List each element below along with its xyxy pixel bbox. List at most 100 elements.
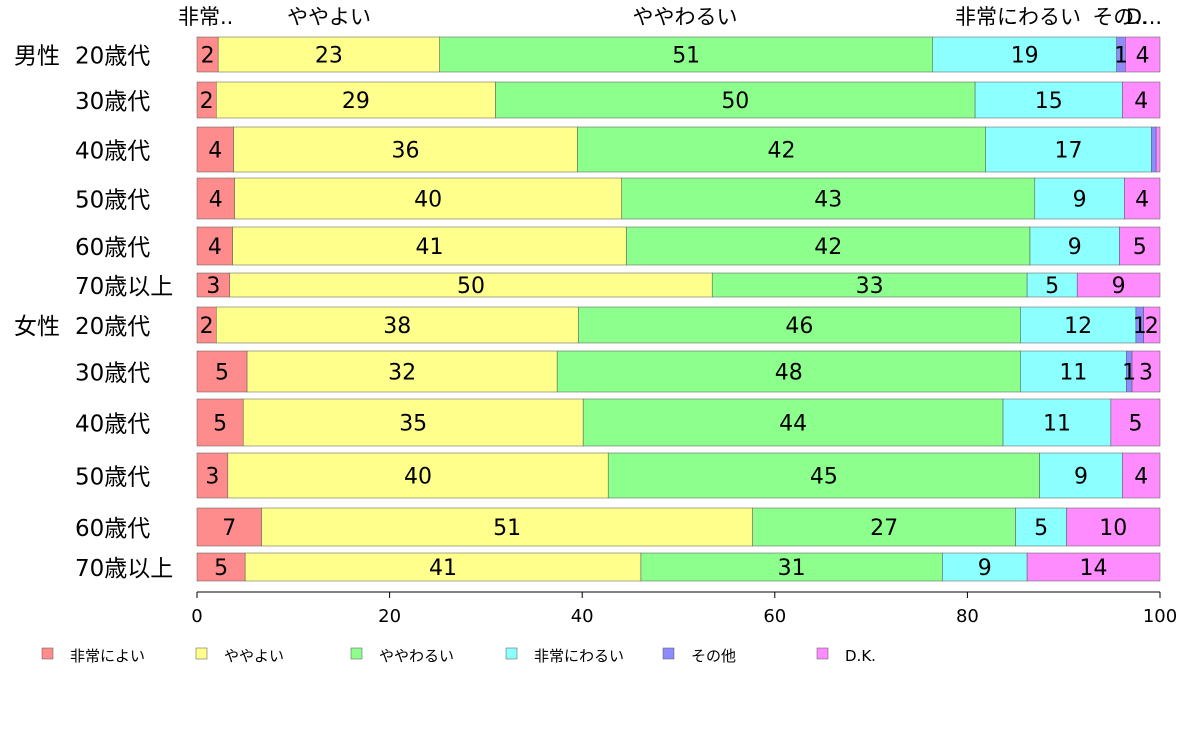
column-header: ややわるい	[633, 5, 738, 29]
x-tick-label: 0	[191, 606, 202, 627]
value-label: 1	[1114, 44, 1128, 69]
value-label: 33	[856, 274, 884, 299]
legend: 非常によい ややよい ややわるい 非常にわるい その他 D.K.	[41, 647, 876, 665]
value-label: 4	[1136, 44, 1150, 69]
value-label: 32	[388, 361, 416, 386]
bar-segment	[1155, 126, 1161, 173]
value-label: 5	[1045, 274, 1059, 299]
bar-segment	[1076, 272, 1161, 298]
value-label: 41	[416, 235, 444, 260]
x-axis: 0 20 40 60 80 100	[191, 591, 1177, 627]
value-label: 27	[870, 516, 898, 541]
row-label: 50歳代	[75, 188, 150, 214]
bar-segment	[577, 126, 986, 173]
value-label: 44	[779, 412, 807, 437]
bar-segment	[196, 177, 235, 220]
x-tick-label: 60	[763, 606, 786, 627]
column-header: その..	[1092, 5, 1147, 29]
bar-segment	[229, 272, 713, 298]
legend-swatch	[350, 647, 363, 660]
value-label: 42	[814, 235, 842, 260]
column-header: D...	[1126, 5, 1162, 29]
value-label: 31	[778, 556, 806, 581]
bar-segment	[1039, 452, 1123, 499]
value-label: 36	[391, 139, 419, 164]
value-label: 4	[208, 139, 222, 164]
bar-segment	[216, 306, 579, 344]
value-label: 43	[814, 188, 842, 213]
legend-swatch	[41, 647, 54, 660]
value-label: 4	[1134, 89, 1148, 114]
bar-segment	[607, 452, 1040, 499]
bar-segment	[1122, 81, 1161, 119]
row-label: 20歳代	[75, 314, 150, 340]
bar-segment	[495, 81, 976, 119]
value-label: 11	[1059, 361, 1087, 386]
bar-segment	[932, 36, 1117, 73]
legend-label: その他	[691, 647, 736, 665]
bar-segment	[582, 398, 1004, 447]
bar-segment	[556, 350, 1021, 393]
value-label: 1	[1122, 361, 1136, 386]
value-label: 2	[1145, 314, 1159, 339]
bar-segment	[217, 36, 440, 73]
value-label: 19	[1011, 44, 1039, 69]
value-label: 50	[457, 274, 485, 299]
value-label: 2	[200, 314, 214, 339]
row-label: 20歳代	[75, 44, 150, 70]
bar-segment	[196, 398, 244, 447]
value-label: 51	[672, 44, 700, 69]
bar-segment	[942, 552, 1028, 582]
bar-segment	[1020, 306, 1137, 344]
bar-segment	[242, 398, 584, 447]
value-label: 35	[399, 412, 427, 437]
bar-segment	[1002, 398, 1112, 447]
row-label: 30歳代	[75, 361, 150, 387]
value-label: 50	[721, 89, 749, 114]
value-label: 5	[1128, 412, 1142, 437]
value-label: 23	[315, 44, 343, 69]
row-label: 60歳代	[75, 516, 150, 542]
bar-segment	[196, 226, 233, 266]
x-tick-label: 80	[956, 606, 979, 627]
bar-segment	[1119, 226, 1161, 266]
bar-segment	[1020, 350, 1127, 393]
value-label: 2	[201, 44, 215, 69]
bar-segment	[261, 507, 753, 547]
bar-segment	[1125, 36, 1161, 73]
value-label: 48	[775, 361, 803, 386]
bar-segment	[1110, 398, 1161, 447]
value-label: 1	[1133, 314, 1147, 339]
bar-segment	[196, 452, 229, 499]
legend-swatch	[505, 647, 518, 660]
row-label: 70歳以上	[75, 556, 173, 582]
value-label: 38	[383, 314, 411, 339]
x-tick-label: 100	[1143, 606, 1177, 627]
value-label: 5	[215, 361, 229, 386]
column-header: ややよい	[287, 5, 371, 29]
value-label: 9	[978, 556, 992, 581]
bar-segment	[244, 552, 642, 582]
value-label: 3	[206, 274, 220, 299]
bar-segment	[232, 226, 627, 266]
value-label: 46	[785, 314, 813, 339]
bar-segment	[1131, 350, 1161, 393]
bar-segment	[578, 306, 1021, 344]
bar-segment	[1066, 507, 1161, 547]
bar-segment	[1124, 177, 1161, 220]
bar-segment	[752, 507, 1016, 547]
value-label: 9	[1112, 274, 1126, 299]
column-header: 非常にわるい	[955, 5, 1081, 29]
bar-segment	[196, 507, 262, 547]
value-label: 17	[1055, 139, 1083, 164]
legend-label: ややわるい	[379, 647, 454, 665]
bar-segment	[1029, 226, 1120, 266]
bar-segment	[626, 226, 1031, 266]
row-label: 40歳代	[75, 139, 150, 165]
legend-label: 非常にわるい	[534, 647, 624, 665]
x-tick-label: 20	[378, 606, 401, 627]
value-label: 5	[214, 556, 228, 581]
bar-segment	[1143, 306, 1161, 344]
value-label: 5	[213, 412, 227, 437]
